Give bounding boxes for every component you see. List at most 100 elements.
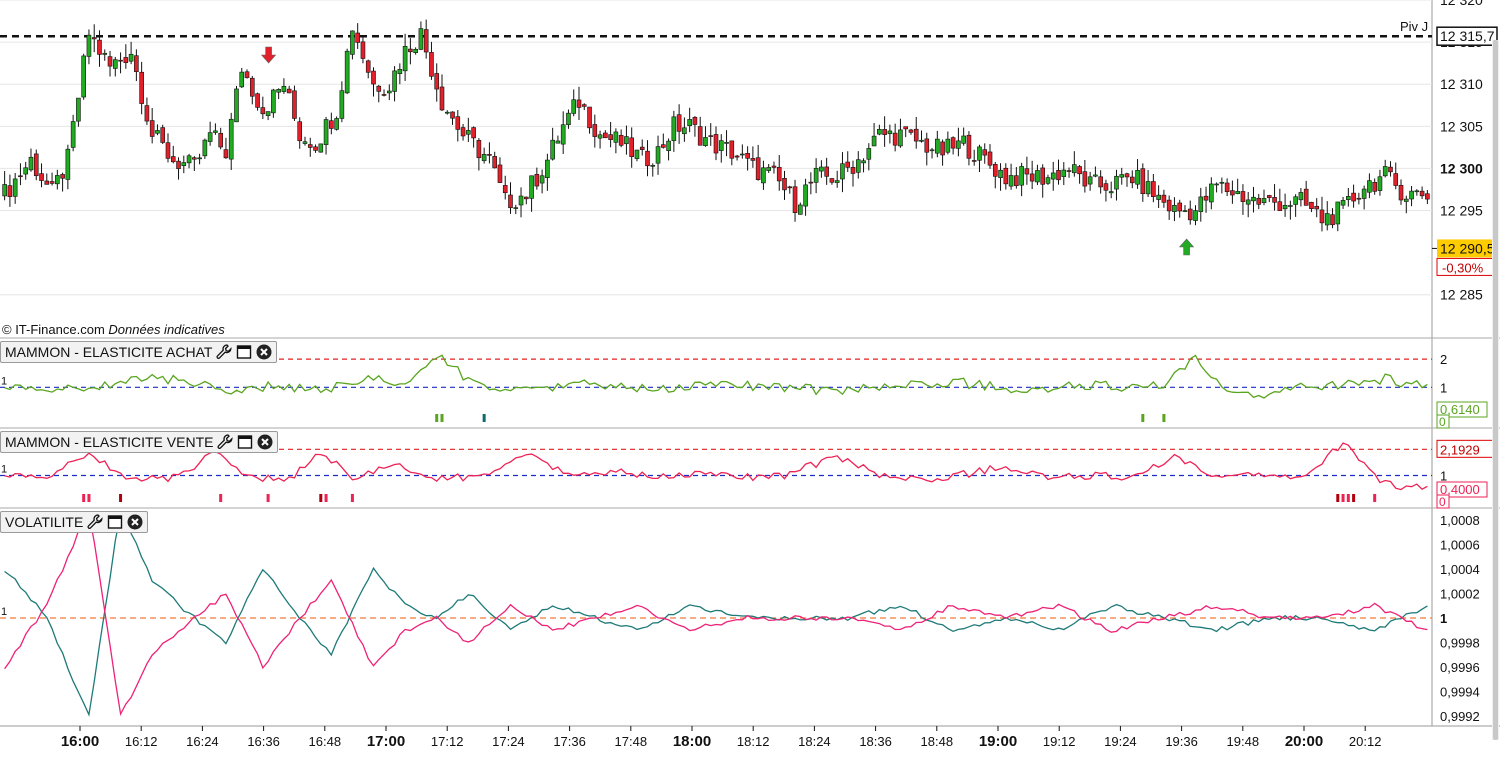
candle [855, 159, 861, 173]
candle [1298, 192, 1304, 201]
wrench-icon[interactable] [87, 514, 103, 530]
candle [1256, 197, 1262, 205]
candle [703, 137, 708, 146]
candle [186, 155, 192, 164]
wrench-icon[interactable] [216, 344, 233, 360]
scrollbar-track[interactable] [1492, 40, 1499, 740]
candle [581, 104, 587, 107]
x-tick-label: 17:00 [367, 733, 405, 750]
vertical-scrollbar[interactable] [1492, 40, 1499, 740]
candle [971, 160, 977, 162]
candle [624, 136, 629, 145]
candle [1193, 210, 1198, 221]
price-tick-label: 12 295 [1440, 203, 1483, 219]
candle [650, 165, 656, 167]
x-tick-label: 17:24 [492, 734, 525, 749]
candle [423, 29, 429, 53]
candle [597, 134, 603, 139]
close-icon[interactable] [127, 514, 143, 530]
window-icon[interactable] [236, 344, 252, 360]
panel-header-vente[interactable]: MAMMON - ELASTICITE VENTE [0, 431, 279, 453]
candle [344, 50, 350, 94]
candle [365, 60, 371, 73]
price-tick-label: 12 310 [1440, 76, 1483, 92]
last-price-value: 12 290,5 [1440, 240, 1495, 256]
candle [1082, 171, 1088, 187]
candle [165, 142, 171, 159]
signal-bar [350, 494, 354, 502]
wrench-icon[interactable] [217, 434, 234, 450]
copyright-note: Données indicatives [108, 322, 225, 337]
candle [1245, 199, 1251, 205]
candle [97, 39, 102, 55]
window-icon[interactable] [107, 514, 123, 530]
candle [1035, 170, 1040, 183]
candle [371, 70, 376, 85]
candle [1414, 190, 1420, 193]
panel-header-volatilite[interactable]: VOLATILITE [0, 511, 149, 533]
candle [1372, 182, 1377, 192]
candle [1240, 191, 1246, 202]
candle [302, 141, 308, 144]
candle [618, 134, 624, 146]
candle [1108, 191, 1114, 194]
volatility-tick-label: 0,9996 [1440, 660, 1480, 675]
x-tick-label: 18:24 [798, 734, 831, 749]
candle [629, 137, 634, 157]
candle [1261, 198, 1267, 203]
candle [408, 48, 413, 53]
candle [1114, 175, 1119, 190]
candle [239, 71, 245, 88]
candle [1335, 201, 1341, 225]
candle [271, 89, 276, 114]
candle [908, 129, 914, 133]
candle [297, 121, 303, 142]
candle [18, 175, 23, 178]
candle [228, 118, 234, 160]
signal-bar [266, 494, 270, 502]
candle [218, 132, 223, 148]
candle [213, 130, 218, 133]
candle [418, 28, 424, 50]
candle [718, 140, 724, 151]
candle [545, 159, 550, 179]
candle [86, 34, 92, 57]
close-icon[interactable] [256, 344, 272, 360]
window-icon[interactable] [237, 434, 253, 450]
candle [1061, 169, 1067, 177]
candle [740, 153, 745, 156]
panel-header-achat[interactable]: MAMMON - ELASTICITE ACHAT [0, 341, 278, 363]
candle [1156, 194, 1161, 200]
signal-bar [82, 494, 86, 502]
candle [792, 186, 798, 213]
candle [787, 186, 793, 189]
panel-title-achat: MAMMON - ELASTICITE ACHAT [5, 344, 213, 360]
candle [803, 184, 808, 207]
candle [1161, 194, 1167, 203]
x-tick-label: 16:36 [247, 734, 280, 749]
candle [687, 119, 692, 127]
level-one-axis-label: 1 [1440, 380, 1447, 395]
close-icon[interactable] [257, 434, 273, 450]
candle [1388, 166, 1393, 173]
last-value-label: 0,4000 [1440, 482, 1480, 497]
candle [613, 131, 619, 143]
candle [935, 138, 940, 154]
pivot-label: Piv J [1400, 19, 1428, 34]
candle [845, 161, 851, 168]
candle [360, 41, 366, 59]
candle [33, 153, 39, 177]
candle [276, 89, 281, 93]
candle [1014, 175, 1019, 187]
x-tick-label: 17:12 [431, 734, 464, 749]
candle [1324, 213, 1330, 226]
signal-bar [1336, 494, 1340, 502]
zero-label: 0 [1439, 495, 1446, 509]
x-tick-label: 19:48 [1227, 734, 1260, 749]
candle [829, 178, 835, 183]
volatility-tick-label: 1,0008 [1440, 513, 1480, 528]
candle [355, 32, 360, 43]
panel-title-vente: MAMMON - ELASTICITE VENTE [5, 434, 214, 450]
candle [766, 167, 771, 171]
